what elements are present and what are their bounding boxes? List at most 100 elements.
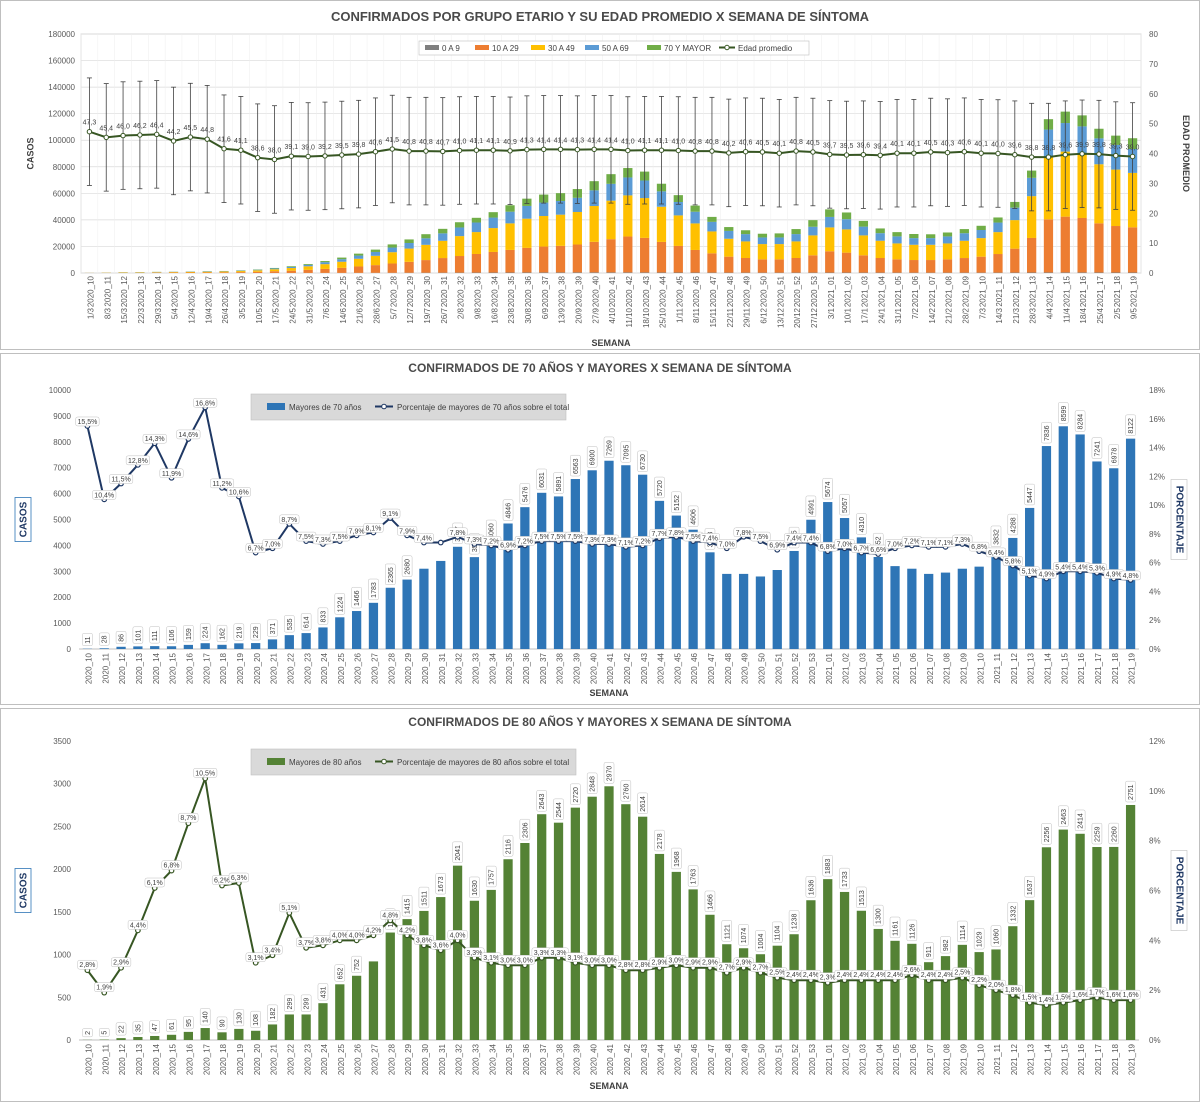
bar	[183, 644, 193, 649]
bar-label-box	[671, 847, 682, 870]
x-date-label: 14/3	[995, 307, 1004, 323]
bar-segment	[774, 237, 784, 245]
x-week-label: 2021_12	[1010, 652, 1019, 684]
line-data-label: 5,1%	[279, 902, 300, 913]
bar-label-text: 2259	[1094, 826, 1101, 842]
bar-segment	[572, 272, 582, 273]
bar-segment	[825, 227, 835, 252]
x-week-label: 2021_16	[1077, 1043, 1086, 1075]
line-data-label: 6,2%	[211, 875, 233, 885]
x-week-label: 2020_10	[85, 1043, 94, 1075]
bar-label-text: 6730	[640, 454, 647, 470]
bar-label-box	[536, 468, 547, 491]
bar	[486, 543, 496, 649]
bar	[957, 568, 967, 649]
x-week-label: 2020_11	[101, 652, 110, 683]
bar-segment	[471, 232, 482, 254]
line-data-label: 7,3%	[952, 534, 973, 545]
bar-label-text: 35	[135, 1024, 142, 1032]
bar-label-box	[805, 495, 817, 517]
bar-segment	[808, 255, 818, 273]
bar-data-label: 1238	[788, 910, 800, 932]
edad-promedio-marker	[793, 148, 799, 154]
bar-label-text: 2306	[522, 822, 529, 838]
x-week-label: 2020_50	[758, 652, 767, 684]
x-week-label: 2020_22	[286, 1043, 295, 1075]
bar-label-text: 2178	[657, 833, 664, 849]
bar-segment	[253, 270, 263, 272]
x-week-label: 2020_49	[741, 652, 750, 684]
line-data-label: 16,8%	[193, 398, 218, 408]
bar-segment	[185, 271, 195, 273]
bar	[940, 572, 951, 649]
line-label-box	[750, 962, 771, 972]
x-week-label: 2021_14	[1046, 275, 1055, 307]
line-label-box	[312, 935, 334, 945]
bar-label-text: 5	[102, 1031, 109, 1035]
x-week-label: 2020_20	[255, 275, 264, 307]
bar-segment	[505, 211, 515, 224]
line-label-text: 6,9%	[500, 543, 516, 550]
bar-data-label: 86	[115, 631, 127, 645]
bar-segment	[1111, 272, 1121, 273]
bar-segment	[1094, 223, 1104, 273]
bar-label-text: 4991	[808, 499, 815, 515]
line-data-label: 6,8%	[161, 860, 182, 870]
bar-label-box	[1074, 410, 1086, 432]
x-week-label: 2021_02	[844, 275, 853, 307]
bar	[974, 566, 984, 649]
line-data-label: 4,2%	[397, 925, 418, 935]
bar-segment	[841, 219, 852, 230]
bar-segment	[572, 244, 582, 273]
x-date-label: 6/12	[760, 307, 769, 323]
bar-label-text: 1004	[758, 934, 765, 950]
bar	[738, 573, 749, 649]
edad-promedio-marker	[709, 148, 715, 154]
x-week-label: 2020_35	[505, 1043, 514, 1075]
bar-label-text: 5447	[1027, 487, 1034, 503]
edad-promedio-label: 40,8	[789, 139, 803, 146]
bar	[452, 865, 463, 1040]
y2-tick-label: 14%	[1149, 444, 1165, 453]
percentage-marker	[437, 539, 444, 546]
bar-label-box	[469, 876, 480, 899]
bar-segment	[303, 264, 313, 265]
y2-axis-title: PORCENTAJE	[1173, 857, 1184, 925]
x-week-label: 2020_24	[322, 275, 331, 307]
bar-label-text: 2848	[590, 776, 597, 792]
edad-promedio-label: 41,0	[671, 139, 685, 146]
bar-label-box	[1108, 822, 1120, 845]
bar	[621, 804, 631, 1040]
bar-label-text: 1733	[842, 871, 849, 887]
x-week-label: 2021_06	[909, 652, 918, 684]
line-label-text: 1,5%	[1022, 995, 1038, 1002]
bar-label-text: 1114	[960, 925, 967, 940]
x-week-label: 2020_37	[539, 1043, 548, 1075]
x-week-label: 2020_18	[219, 1043, 228, 1075]
bar-label-box	[772, 921, 783, 943]
bar	[553, 822, 564, 1040]
bar-label-text: 2414	[1078, 813, 1085, 829]
line-label-text: 2,7%	[752, 965, 768, 972]
bar-segment	[724, 230, 734, 239]
line-label-box	[210, 478, 235, 489]
x-date-label: 26/4	[221, 307, 230, 323]
bar-label-text: 1126	[909, 924, 916, 939]
y-tick-label: 6000	[53, 490, 71, 499]
line-label-text: 7,3%	[584, 537, 600, 544]
bar	[654, 500, 665, 649]
bar-data-label: 159	[183, 625, 194, 643]
bar-segment	[454, 227, 465, 237]
bar-label-text: 140	[203, 1011, 210, 1023]
x-date-label: 19/7	[423, 307, 432, 323]
bar	[907, 943, 917, 1040]
bar	[183, 1031, 193, 1040]
y2-tick-label: 2%	[1149, 986, 1161, 995]
bar-data-label: 1733	[839, 867, 850, 890]
x-date-label: 1/11	[675, 307, 684, 323]
edad-promedio-label: 40,1	[772, 141, 786, 148]
x-week-label: 2020_26	[354, 652, 363, 684]
bar-segment	[404, 248, 414, 262]
bar-segment	[875, 240, 885, 258]
y-axis-title: CASOS	[19, 872, 30, 908]
